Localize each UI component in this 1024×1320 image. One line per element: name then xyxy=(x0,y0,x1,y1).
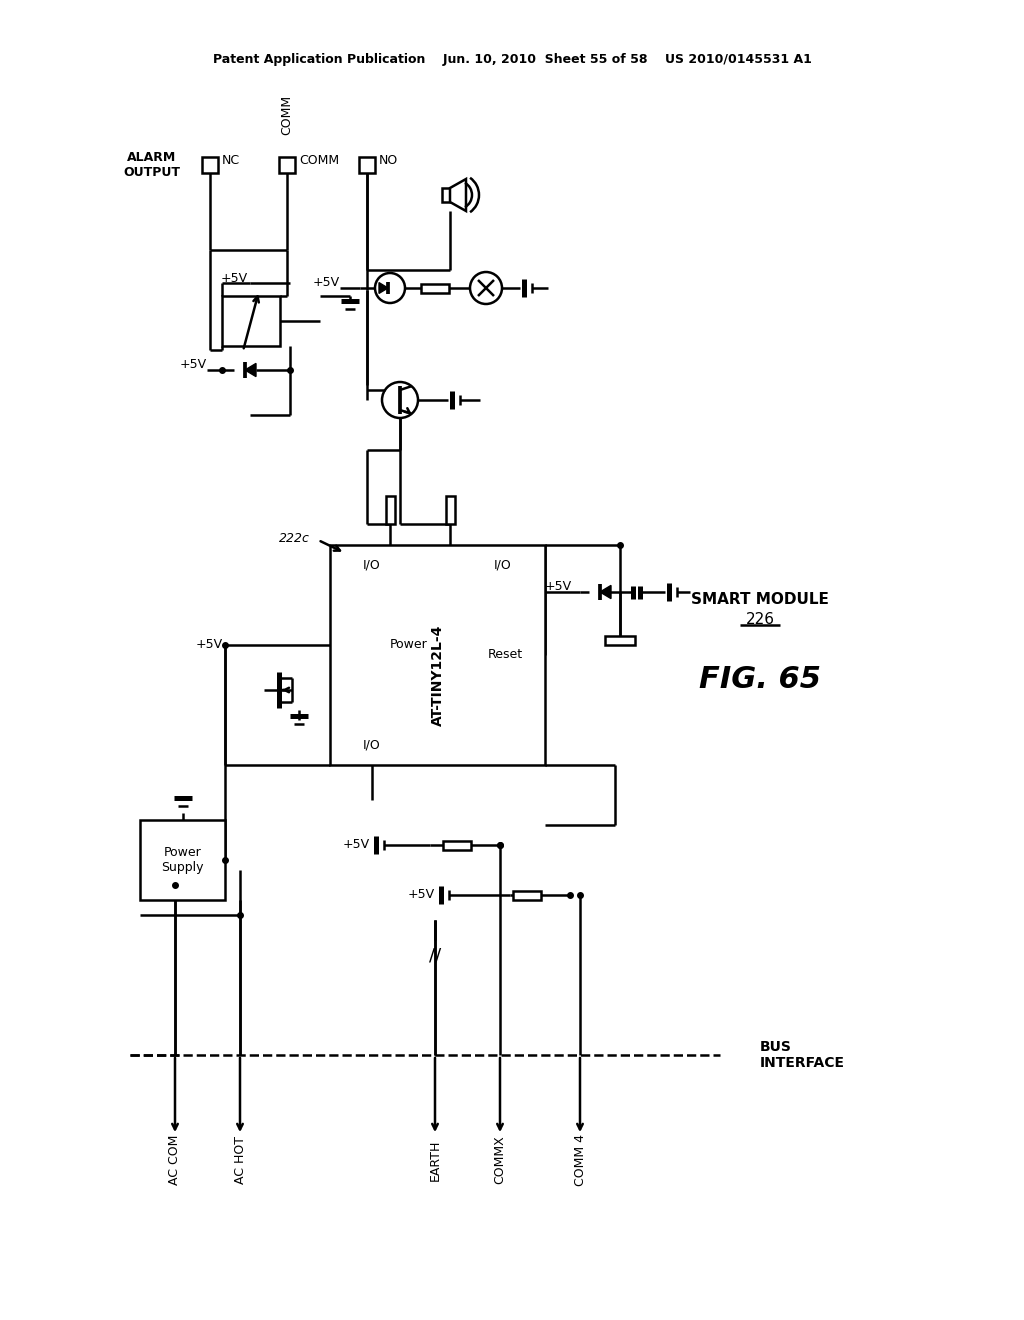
Bar xyxy=(202,157,218,173)
Text: +5V: +5V xyxy=(221,272,248,285)
Text: Reset: Reset xyxy=(487,648,522,661)
Bar xyxy=(385,496,394,524)
Text: ALARM
OUTPUT: ALARM OUTPUT xyxy=(124,150,180,180)
Text: +5V: +5V xyxy=(343,838,370,851)
Text: 222c: 222c xyxy=(280,532,310,544)
Text: +5V: +5V xyxy=(313,276,340,289)
Bar xyxy=(513,891,541,899)
Polygon shape xyxy=(379,282,388,293)
Text: Power
Supply: Power Supply xyxy=(161,846,204,874)
Text: SMART MODULE: SMART MODULE xyxy=(691,593,829,607)
Bar xyxy=(140,820,225,900)
Text: COMM: COMM xyxy=(281,95,294,135)
Bar xyxy=(421,284,449,293)
Text: AC COM: AC COM xyxy=(169,1135,181,1185)
Text: EARTH: EARTH xyxy=(428,1139,441,1180)
Bar xyxy=(445,496,455,524)
Text: NC: NC xyxy=(222,154,240,168)
Text: Patent Application Publication    Jun. 10, 2010  Sheet 55 of 58    US 2010/01455: Patent Application Publication Jun. 10, … xyxy=(213,54,811,66)
Text: AT-TINY12L-4: AT-TINY12L-4 xyxy=(430,624,444,726)
Bar xyxy=(605,635,635,644)
Text: 226: 226 xyxy=(745,612,774,627)
Text: I/O: I/O xyxy=(495,558,512,572)
Polygon shape xyxy=(450,180,466,211)
Text: FIG. 65: FIG. 65 xyxy=(699,665,821,694)
Text: NO: NO xyxy=(379,154,398,168)
Bar xyxy=(359,157,375,173)
Text: Power: Power xyxy=(390,639,428,652)
Bar xyxy=(279,157,295,173)
Polygon shape xyxy=(245,363,256,376)
Text: AC HOT: AC HOT xyxy=(233,1137,247,1184)
Text: COMM: COMM xyxy=(299,154,339,168)
Text: COMMX: COMMX xyxy=(494,1135,507,1184)
Bar xyxy=(443,841,471,850)
Text: I/O: I/O xyxy=(364,558,381,572)
Bar xyxy=(442,187,450,202)
Text: I/O: I/O xyxy=(364,738,381,751)
Text: //: // xyxy=(429,946,441,964)
Text: +5V: +5V xyxy=(196,639,223,652)
Text: BUS
INTERFACE: BUS INTERFACE xyxy=(760,1040,845,1071)
Text: +5V: +5V xyxy=(545,581,572,594)
Text: +5V: +5V xyxy=(180,359,207,371)
Polygon shape xyxy=(600,585,611,598)
Text: +5V: +5V xyxy=(408,888,435,902)
Bar xyxy=(222,296,280,346)
Bar xyxy=(330,545,545,766)
Text: COMM 4: COMM 4 xyxy=(573,1134,587,1185)
